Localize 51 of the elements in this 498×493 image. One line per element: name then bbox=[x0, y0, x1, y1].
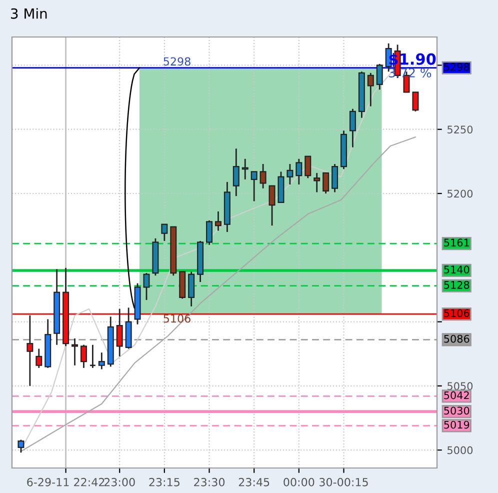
candlestick bbox=[214, 210, 222, 232]
candlestick bbox=[260, 163, 266, 190]
candlestick bbox=[376, 63, 383, 90]
candlestick bbox=[80, 344, 87, 369]
ref-line-label: 5030 bbox=[444, 406, 470, 415]
candlestick bbox=[242, 158, 248, 180]
candlestick bbox=[98, 352, 105, 370]
y-tick-label: 5000 bbox=[448, 446, 473, 454]
y-tick-label: 5250 bbox=[448, 126, 473, 134]
candlestick bbox=[89, 344, 96, 369]
candlestick bbox=[367, 72, 374, 107]
candlestick bbox=[349, 108, 356, 148]
candlestick bbox=[304, 156, 312, 179]
candlestick bbox=[286, 163, 294, 186]
ref-line-label: 5086 bbox=[444, 334, 470, 343]
candlestick bbox=[250, 170, 258, 202]
candlestick bbox=[314, 172, 320, 193]
x-tick-label: 23:45 bbox=[238, 478, 270, 486]
candlestick bbox=[268, 185, 276, 226]
ref-line-label: 5128 bbox=[444, 280, 470, 289]
x-tick-label: 00:00 bbox=[284, 478, 314, 486]
candlestick bbox=[161, 224, 168, 242]
ref-line-label: 5140 bbox=[444, 266, 470, 274]
y-tick-label: 5050 bbox=[448, 382, 473, 390]
candlestick bbox=[116, 308, 123, 358]
x-tick-label: 23:30 bbox=[194, 478, 225, 486]
candlestick bbox=[188, 271, 195, 308]
ref-line-label: 5106 bbox=[444, 309, 470, 318]
x-tick-label: 23:00 bbox=[104, 478, 135, 486]
candlestick bbox=[18, 439, 24, 454]
candlestick bbox=[206, 220, 212, 246]
x-tick-label: 6-29-11 22:42 bbox=[27, 478, 104, 486]
x-tick-label: 23:15 bbox=[149, 478, 180, 486]
candlestick bbox=[412, 91, 419, 112]
ref-line-label: 5019 bbox=[444, 420, 470, 429]
x-tick-label: 30-00:15 bbox=[320, 478, 368, 486]
ref-line-label: 5161 bbox=[444, 238, 469, 247]
candlestick bbox=[143, 272, 150, 301]
ref-line-label: 5042 bbox=[444, 391, 469, 400]
candlestick bbox=[296, 158, 302, 186]
ref-line-label: 5298 bbox=[444, 62, 470, 71]
candlestick bbox=[322, 172, 330, 194]
candlestick bbox=[72, 338, 78, 366]
candlestick bbox=[232, 148, 240, 197]
candlestick bbox=[332, 163, 338, 193]
y-tick-label: 5200 bbox=[448, 190, 473, 198]
annotation: 5106 bbox=[164, 314, 190, 323]
annotation: 5298 bbox=[164, 57, 190, 66]
candlestick bbox=[26, 314, 34, 387]
candlestick bbox=[36, 348, 42, 369]
chart-title: 3 Min bbox=[11, 8, 47, 19]
